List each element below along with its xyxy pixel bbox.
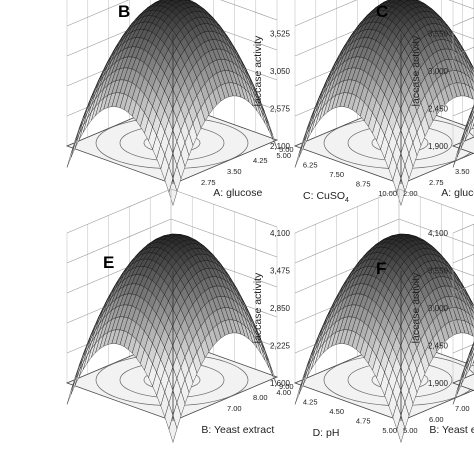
z-axis-label: laccase activity: [252, 35, 264, 106]
x-tick-label: 7.00: [455, 404, 470, 413]
x-tick-label: 5.00: [279, 145, 294, 154]
surface-mesh: [452, 104, 474, 168]
y-tick-label: 6.25: [303, 161, 318, 170]
surface-mesh: [294, 0, 474, 207]
z-tick-label: 4,100: [428, 0, 449, 1]
grid-line: [452, 253, 474, 264]
x-tick-label: 9.00: [279, 382, 294, 391]
chart-panel-c: 1,900 2,450 3,000 3,550 4,100 laccase activit…: [376, 0, 474, 168]
z-tick-label: 3,550: [428, 267, 449, 276]
x-axis-label: A: glucose: [441, 187, 474, 199]
grid-line: [452, 223, 474, 234]
y-axis-label: D: pH: [313, 427, 340, 439]
chart-panel-e: 1,600 2,225 2,850 3,475 4,100 laccase activit…: [103, 188, 474, 444]
z-tick-label: 3,550: [428, 30, 449, 39]
grid-line: [452, 106, 474, 117]
surface-mesh: [66, 0, 278, 207]
x-tick-label: 2.75: [429, 178, 444, 187]
z-tick-label: 3,475: [270, 267, 291, 276]
z-tick-label: 3,525: [270, 30, 291, 39]
y-axis-label: C: CuSO4: [303, 190, 349, 204]
figure-root: 2.75 3.50 4.25 5.00 A: glucose 2,100 2,575 3,05…: [65, 0, 474, 444]
grid-line: [452, 76, 474, 87]
z-tick-label: 3,050: [270, 67, 291, 76]
y-tick-label: 7.50: [329, 170, 344, 179]
grid-line: [398, 188, 474, 217]
grid-line: [294, 218, 400, 264]
x-tick-label: 5.00: [403, 426, 418, 435]
grid-line: [452, 313, 474, 324]
grid-line: [66, 218, 172, 264]
z-tick-label: 4,100: [270, 229, 291, 238]
z-tick-label: 4,100: [428, 229, 449, 238]
x-axis-label: A: glucose: [213, 187, 262, 199]
chart-panel-b: 2,100 2,575 3,050 3,525 4,000 laccase activit…: [118, 0, 474, 207]
surface-mesh: [452, 341, 474, 405]
grid-line: [294, 0, 358, 27]
y-tick-label: 5.00: [276, 151, 291, 160]
surface-mesh: [66, 233, 278, 444]
grid-line: [220, 0, 278, 21]
y-tick-label: 4.00: [276, 388, 291, 397]
floor-plane: [451, 373, 474, 391]
z-tick-label: 3,000: [428, 67, 449, 76]
grid-line: [452, 16, 474, 27]
y-tick-label: 4.25: [303, 398, 318, 407]
panel-letter: C: [376, 2, 388, 21]
y-tick-label: 5.00: [382, 426, 397, 435]
x-axis-label: B: Yeast extract: [429, 424, 474, 436]
subscript-4: 4: [345, 197, 349, 204]
z-tick-label: 2,100: [270, 142, 291, 151]
grid-line: [448, 0, 474, 10]
x-tick-label: 3.50: [455, 167, 470, 176]
x-tick-label: 2.75: [201, 178, 216, 187]
grid-line: [452, 343, 474, 354]
x-tick-label: 7.00: [227, 404, 242, 413]
panel-letter: F: [376, 259, 386, 278]
grid-line: [170, 188, 278, 228]
grid-line: [294, 188, 400, 234]
z-tick-label: 2,850: [270, 304, 291, 313]
z-tick-label: 3,000: [428, 304, 449, 313]
y-tick-label: 4.75: [356, 417, 371, 426]
x-tick-label: 3.50: [227, 167, 242, 176]
grid-line: [452, 46, 474, 57]
z-tick-label: 1,900: [428, 142, 449, 151]
z-axis-label: laccase activity: [410, 272, 422, 343]
surface-cell: [469, 354, 474, 370]
chart-panel-f: 1,900 2,450 3,000 3,550 4,100 laccase activit…: [376, 223, 474, 405]
z-tick-label: 1,900: [428, 379, 449, 388]
panel-letter: B: [118, 2, 130, 21]
y-tick-label: 8.75: [356, 180, 371, 189]
surface-cell: [469, 117, 474, 133]
floor-plane: [451, 136, 474, 154]
z-axis-label: laccase activity: [410, 35, 422, 106]
chart-panel-a: 2.75 3.50 4.25 5.00 A: glucose: [65, 0, 294, 207]
x-tick-label: 2.00: [403, 189, 418, 198]
grid-line: [66, 0, 130, 27]
y-tick-label: 4.50: [329, 407, 344, 416]
grid-line: [452, 283, 474, 294]
grid-line: [66, 188, 172, 234]
z-tick-label: 4,000: [270, 0, 291, 1]
x-tick-label: 8.00: [253, 393, 268, 402]
grid-line: [170, 218, 278, 258]
z-tick-label: 2,225: [270, 342, 291, 351]
z-tick-label: 1,600: [270, 379, 291, 388]
panel-letter: E: [103, 253, 114, 272]
z-tick-label: 2,450: [428, 342, 449, 351]
x-axis-label: B: Yeast extract: [201, 424, 274, 436]
z-tick-label: 2,450: [428, 105, 449, 114]
x-tick-label: 4.25: [253, 156, 268, 165]
chart-panel-d: 7.00 8.00 9.00 B: Yeast extract: [65, 188, 294, 444]
z-axis-label: laccase activity: [252, 272, 264, 343]
surface-mesh: [294, 233, 474, 444]
x-tick-label: 6.00: [429, 415, 444, 424]
z-tick-label: 2,575: [270, 105, 291, 114]
grid-line: [398, 218, 474, 247]
